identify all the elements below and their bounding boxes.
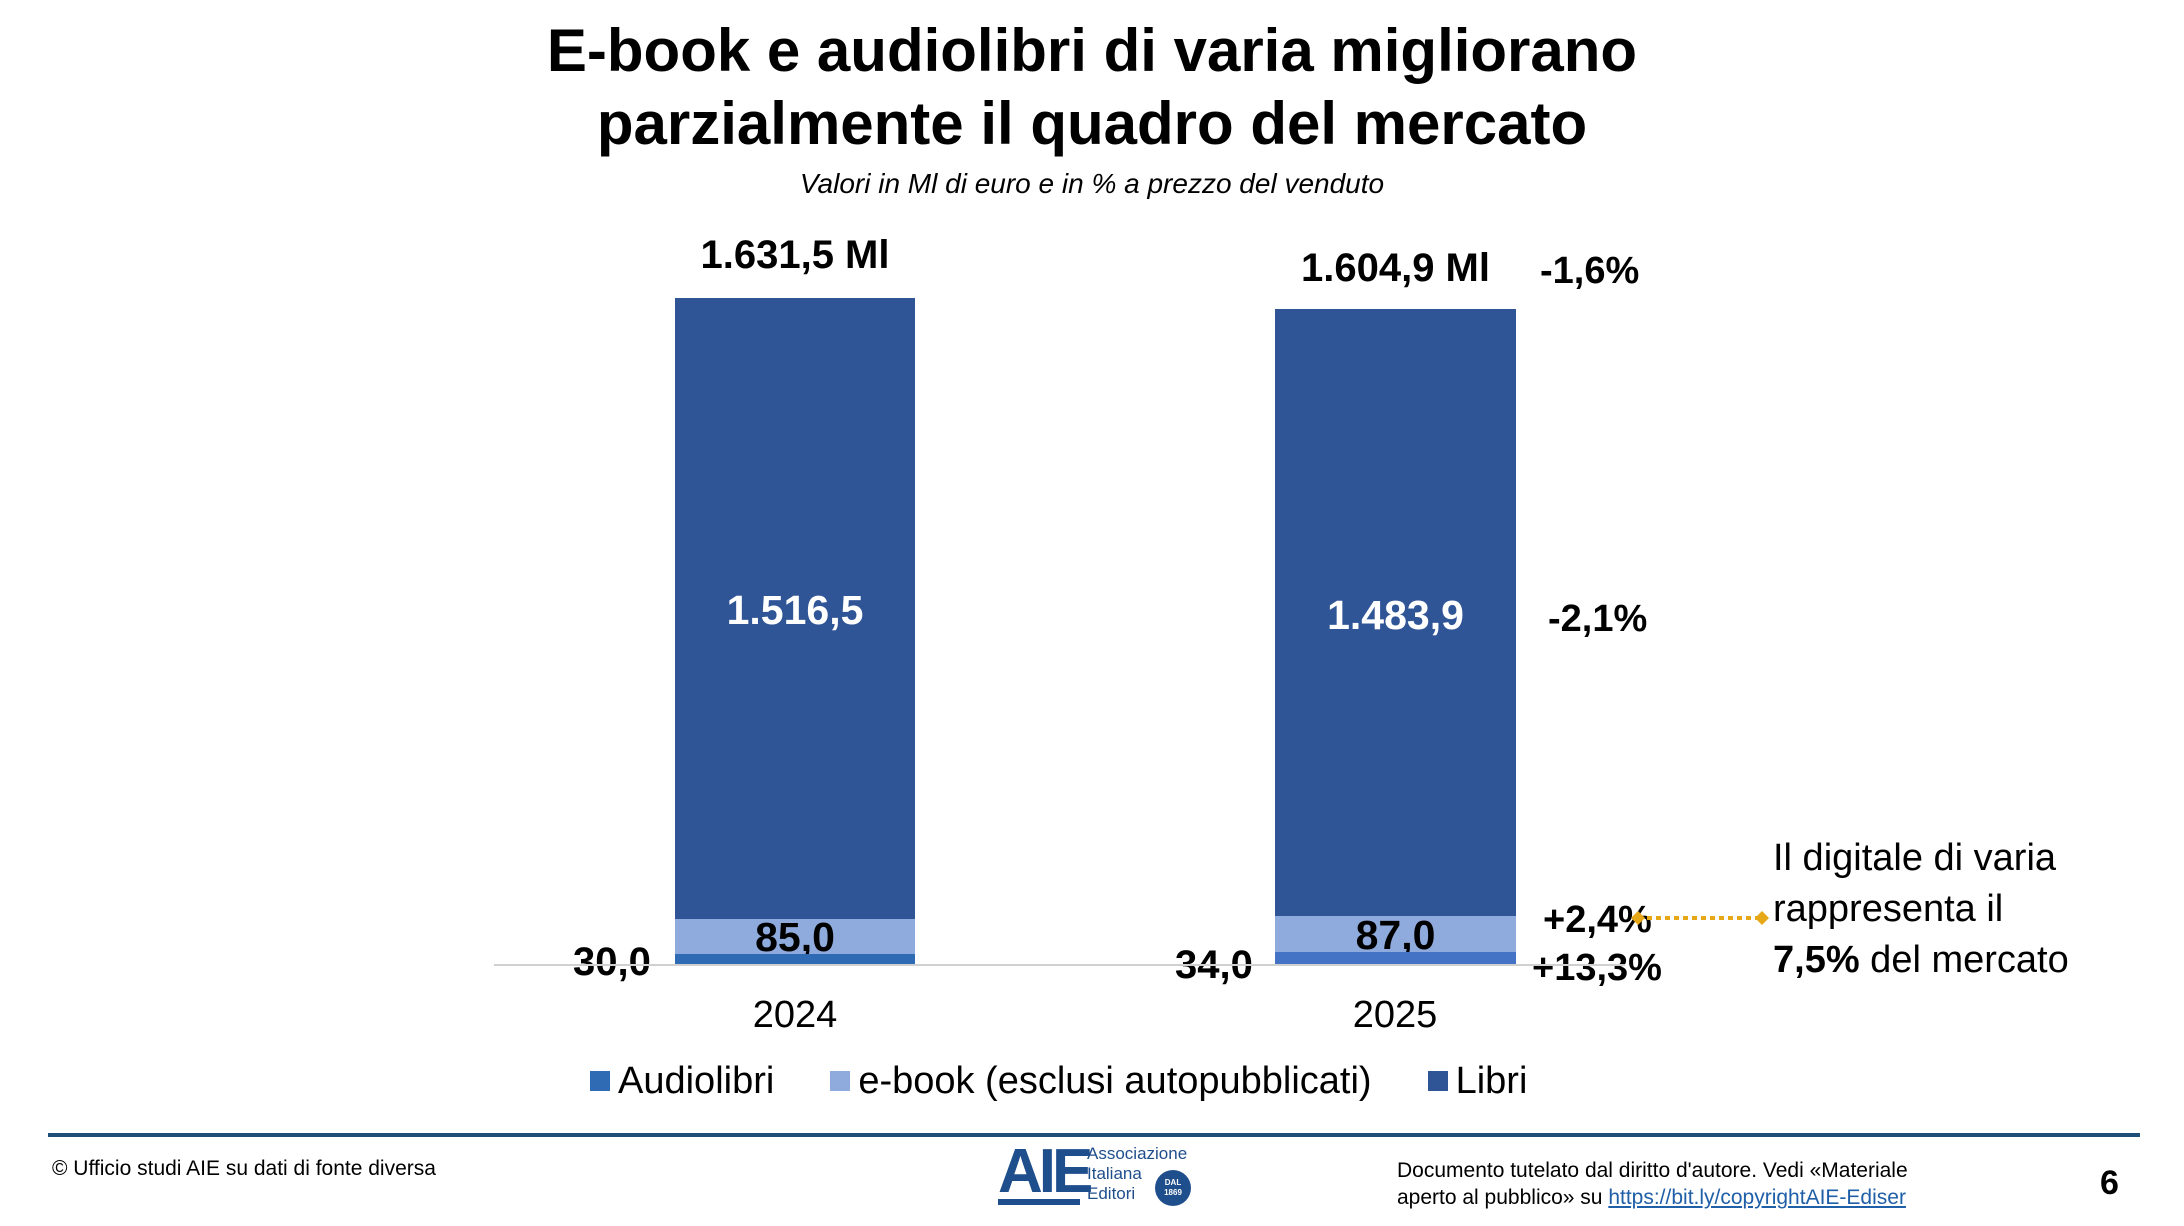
badge-dal: DAL [1164,1178,1182,1187]
bar-segment-libri-2025: 1.483,9 [1275,309,1516,916]
annotation-line-3-rest: del mercato [1859,939,2069,981]
copyright-line-1: Documento tutelato dal diritto d'autore.… [1397,1159,1908,1182]
x-axis-line [494,964,1625,966]
ebook-value-2025: 87,0 [1355,912,1436,958]
x-tick-2025: 2025 [1352,994,1438,1036]
libri-change-2025: -2,1% [1548,598,1648,640]
logo-name-line-1: Associazione [1087,1144,1188,1163]
annotation-line-2: rappresenta il [1773,888,2004,930]
bar-segment-audiolibri-2025 [1275,952,1516,965]
annotation-connector [1631,911,1769,925]
legend-label-libri: Libri [1455,1059,1528,1102]
bar-segment-audiolibri-2024 [675,954,915,965]
total-change-2025: -1,6% [1540,250,1640,292]
aie-logo-name: Associazione Italiana Editori [1087,1144,1187,1204]
bar-segment-ebook-2024: 85,0 [675,915,915,959]
aie-logo-letters: AIE [998,1137,1093,1206]
page-number: 6 [2100,1164,2119,1202]
digital-share-annotation: Il digitale di varia rappresenta il 7,5%… [1773,833,2069,986]
bar-segment-libri-2024: 1.516,5 [675,298,915,919]
x-tick-2024: 2024 [752,994,838,1036]
annotation-line-1: Il digitale di varia [1773,837,2057,879]
audiolibri-value-2024: 30,0 [573,940,651,984]
bar-2025: 1.483,9 87,0 [1275,309,1516,965]
title-line-2: parzialmente il quadro del mercato [596,90,1588,157]
footer-copyright: Documento tutelato dal diritto d'autore.… [1397,1157,1908,1211]
legend-swatch-libri [1427,1071,1448,1091]
ebook-value-2024: 85,0 [755,914,835,960]
copyright-line-2: aperto al pubblico» su https://bit.ly/co… [1397,1184,1908,1211]
slide-title: E-book e audiolibri di varia migliorano … [0,14,2184,160]
bar-2024: 1.516,5 85,0 [675,298,915,965]
footer-source: © Ufficio studi AIE su dati di fonte div… [52,1157,436,1180]
aie-logo-book-base [998,1199,1080,1205]
copyright-line-2-text: aperto al pubblico» su [1397,1186,1609,1209]
bar-segment-ebook-2025: 87,0 [1275,913,1516,957]
legend-label-audiolibri: Audiolibri [618,1059,775,1102]
chart-legend: Audiolibri e-book (esclusi autopubblicat… [590,1058,1583,1104]
badge-year: 1869 [1164,1188,1182,1197]
legend-label-ebook: e-book (esclusi autopubblicati) [858,1059,1372,1102]
legend-item-ebook: e-book (esclusi autopubblicati) [830,1059,1372,1103]
annotation-line-3: 7,5% del mercato [1773,935,2069,986]
libri-value-2025: 1.483,9 [1327,592,1464,638]
legend-item-libri: Libri [1427,1059,1528,1103]
title-line-1: E-book e audiolibri di varia migliorano [546,17,1638,84]
legend-swatch-ebook [830,1071,851,1091]
libri-value-2024: 1.516,5 [726,587,864,633]
logo-name-line-2: Italiana [1087,1164,1142,1183]
slide-subtitle: Valori in Ml di euro e in % a prezzo del… [799,168,1385,199]
legend-swatch-audiolibri [590,1071,610,1091]
annotation-highlight: 7,5% [1773,939,1860,981]
logo-name-line-3: Editori [1087,1184,1136,1203]
footer-rule [48,1133,2140,1137]
total-label-2024: 1.631,5 Ml [700,233,890,277]
copyright-link[interactable]: https://bit.ly/copyrightAIE-Ediser [1608,1186,1906,1209]
audiolibri-change-2025: +13,3% [1532,947,1662,989]
aie-since-badge: DAL 1869 [1155,1170,1191,1206]
total-label-2025: 1.604,9 Ml [1300,246,1490,290]
legend-item-audiolibri: Audiolibri [590,1060,774,1103]
